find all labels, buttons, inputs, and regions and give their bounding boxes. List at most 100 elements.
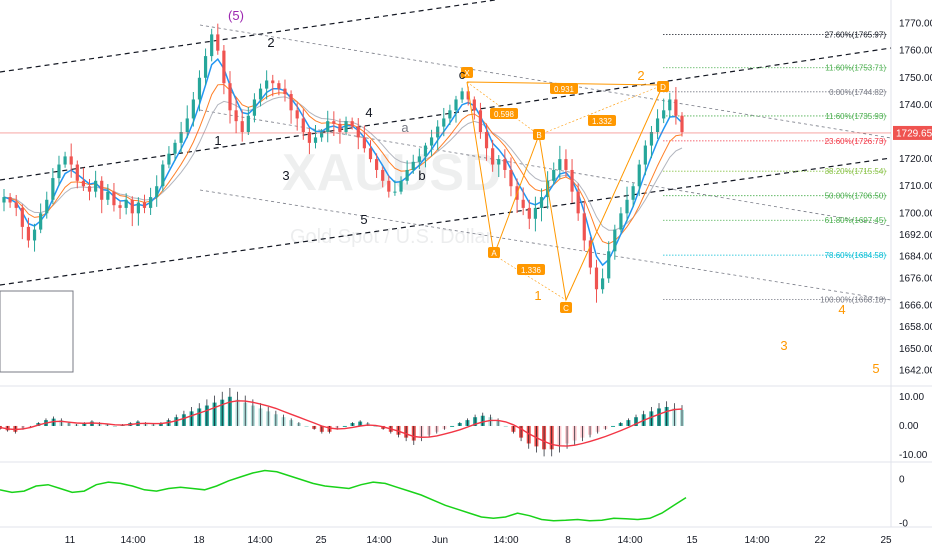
candle-body xyxy=(51,178,55,200)
candle-body xyxy=(448,110,452,119)
candle-body xyxy=(197,77,202,100)
time-tick-label: 14:00 xyxy=(617,535,642,546)
oscillator-pane[interactable]: 0 -0 xyxy=(0,469,908,530)
time-axis[interactable]: 11 14:00 18 14:00 25 14:00 Jun 14:00 8 14:00 15 14:… xyxy=(65,535,892,546)
wave-label-gray-1[interactable]: 1 xyxy=(214,133,221,148)
wave-label-orange-3[interactable]: 3 xyxy=(780,338,787,353)
wave-label-gray-3[interactable]: 3 xyxy=(282,168,289,183)
candle-body xyxy=(57,164,61,179)
candle-body xyxy=(167,153,171,165)
candle-body xyxy=(222,50,226,84)
price-tick-label: 1740.00 xyxy=(899,100,932,111)
candle-body xyxy=(582,213,586,241)
wave-label-gray-5[interactable]: 5 xyxy=(360,212,367,227)
macd-tick-label: 10.00 xyxy=(899,392,924,403)
macd-pane[interactable]: 10.00 0.00 -10.00 xyxy=(0,388,928,461)
candle-body xyxy=(265,80,269,89)
candle-body xyxy=(63,156,67,165)
harmonic-point-x[interactable] xyxy=(461,67,473,78)
candle-body xyxy=(564,159,568,170)
wave-label-gray-4[interactable]: 4 xyxy=(365,105,372,120)
candle-body xyxy=(203,56,208,78)
macd-signal-line xyxy=(0,400,683,447)
fib-level-label: 11.60%(1753.71) xyxy=(825,64,886,73)
candle-body xyxy=(381,169,385,181)
wave-label-a[interactable]: a xyxy=(401,120,409,135)
candle-body xyxy=(436,126,440,138)
wave-label-gray-2[interactable]: 2 xyxy=(267,35,274,50)
wave-label-orange-4[interactable]: 4 xyxy=(838,302,845,317)
channel-middle-line[interactable] xyxy=(0,47,892,181)
candle-body xyxy=(655,118,660,132)
moving-averages xyxy=(3,57,683,267)
harmonic-point-b[interactable] xyxy=(533,129,545,140)
macd-histogram-bar xyxy=(373,425,378,427)
candle-body xyxy=(32,229,37,241)
candle-body xyxy=(625,199,629,214)
time-tick-label: 22 xyxy=(814,535,826,546)
candle-body xyxy=(405,169,409,181)
ratio-box-bc[interactable] xyxy=(517,264,545,275)
ratio-box-bd[interactable] xyxy=(588,115,616,126)
fib-level-label: 38.20%(1715.54) xyxy=(825,167,887,176)
harmonic-point-b-label: B xyxy=(536,131,541,140)
wave-label-b[interactable]: b xyxy=(418,168,425,183)
macd-histogram-bar xyxy=(611,425,616,427)
wave-label-c[interactable]: c xyxy=(459,67,466,82)
harmonic-outline[interactable] xyxy=(466,81,664,302)
harmonic-point-c-label: C xyxy=(563,304,569,313)
harmonic-point-c[interactable] xyxy=(560,302,572,313)
wave-label-purple-5[interactable]: (5) xyxy=(228,8,244,23)
candle-body xyxy=(637,164,641,187)
candle-body xyxy=(142,202,147,208)
candle-body xyxy=(350,121,354,127)
candle-body xyxy=(313,137,318,143)
harmonic-pattern[interactable]: X A B C D 0.931 0.598 1.332 1.336 xyxy=(461,67,669,313)
candle-body xyxy=(478,110,483,132)
time-tick-label: 14:00 xyxy=(120,535,145,546)
ratio-box-xd[interactable] xyxy=(550,83,578,94)
candle-body xyxy=(277,83,281,89)
candle-body xyxy=(497,159,501,165)
ratio-xd-label: 0.931 xyxy=(554,85,575,94)
ratio-box-ab[interactable] xyxy=(490,108,518,119)
candle-body xyxy=(533,207,538,219)
elliott-wave-labels[interactable]: (5) a c 1 2 3 4 5 b 1 2 3 4 5 xyxy=(214,8,879,376)
fibonacci-levels[interactable]: 27.60%(1765.97) 11.60%(1753.71) 0.00%(1744… xyxy=(663,30,887,305)
macd-histogram-bar xyxy=(450,425,455,427)
candle-body xyxy=(301,118,305,132)
drawn-rectangle[interactable] xyxy=(0,290,74,373)
time-tick-label: 25 xyxy=(880,535,892,546)
harmonic-point-a[interactable] xyxy=(488,247,500,258)
candle-body xyxy=(374,159,379,170)
osc-tick-label: 0 xyxy=(899,475,905,486)
candle-body xyxy=(521,199,525,208)
time-tick-label: Jun xyxy=(432,535,448,546)
down-channel-upper-line[interactable] xyxy=(199,24,892,139)
trend-channels[interactable] xyxy=(0,0,892,301)
harmonic-point-x-label: X xyxy=(464,69,470,78)
macd-histogram-bar xyxy=(304,425,309,427)
harmonic-point-a-label: A xyxy=(491,249,497,258)
candle-body xyxy=(20,207,24,227)
channel-lower-line[interactable] xyxy=(0,157,892,286)
down-channel-lower-line[interactable] xyxy=(199,189,892,301)
candle-body xyxy=(472,99,476,111)
candle-body xyxy=(613,229,617,252)
candle-body xyxy=(173,142,177,154)
ratio-bc-label: 1.336 xyxy=(521,266,542,275)
macd-histogram-bar xyxy=(342,425,347,427)
candle-body xyxy=(216,34,220,51)
wave-label-orange-5[interactable]: 5 xyxy=(872,361,879,376)
channel-upper-line[interactable] xyxy=(0,0,496,73)
price-axis[interactable]: 1770.001760.001750.001740.001730.001720.… xyxy=(899,19,932,377)
wave-label-orange-1[interactable]: 1 xyxy=(534,288,541,303)
harmonic-point-d[interactable] xyxy=(657,81,669,92)
oscillator-line xyxy=(0,469,687,522)
price-tick-label: 1658.00 xyxy=(899,322,932,333)
candle-body xyxy=(246,115,250,132)
wave-label-orange-2[interactable]: 2 xyxy=(637,68,644,83)
